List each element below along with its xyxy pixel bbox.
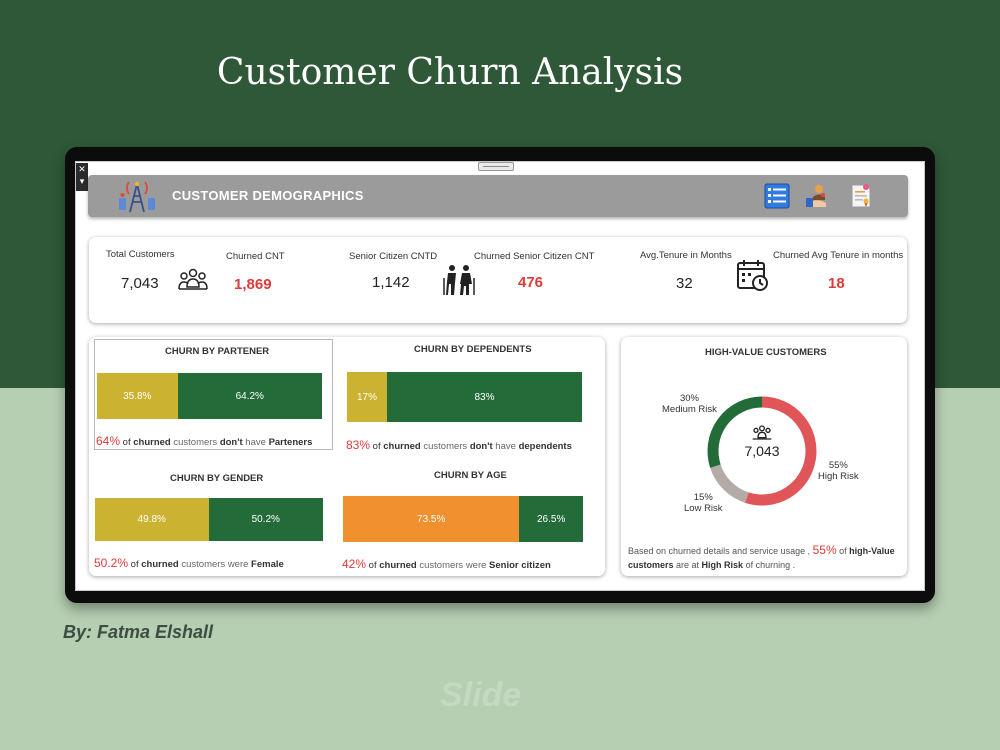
kpi-card	[89, 237, 907, 323]
list-report-icon[interactable]	[764, 183, 790, 209]
churned-avg-tenure-value: 18	[828, 275, 845, 292]
donut-segment-high-risk[interactable]	[745, 396, 817, 506]
calendar-clock-icon	[737, 260, 768, 291]
partner-bar-yes[interactable]: 35.8%	[97, 373, 178, 419]
close-icon[interactable]: ✕	[78, 164, 86, 174]
medium-risk-label: 30% Medium Risk	[662, 393, 717, 415]
partner-bar-yes-label: 35.8%	[123, 390, 152, 402]
low-risk-label: 15% Low Risk	[684, 492, 723, 514]
age-chart-title: CHURN BY AGE	[434, 470, 507, 481]
partner-note: 64% of churned customers don't have Part…	[96, 434, 313, 448]
gender-bar-female[interactable]: 49.8%	[95, 498, 209, 541]
high-value-title: HIGH-VALUE CUSTOMERS	[705, 347, 827, 358]
avg-tenure-value: 32	[676, 275, 693, 292]
gender-bar-male-label: 50.2%	[251, 514, 280, 525]
age-bar-over-50[interactable]: 26.5%	[519, 496, 583, 542]
partner-chart-title: CHURN BY PARTENER	[165, 346, 270, 357]
header-title: CUSTOMER DEMOGRAPHICS	[172, 188, 364, 203]
dependents-bar-no-label: 83%	[474, 391, 495, 403]
senior-citizen-label: Senior Citizen CNTD	[349, 251, 438, 262]
senior-citizen-value: 1,142	[372, 274, 410, 291]
dependents-bar-no[interactable]: 83%	[386, 372, 582, 422]
page-title: Customer Churn Analysis	[216, 52, 684, 93]
close-control[interactable]: ✕ ▾	[76, 163, 88, 191]
avg-tenure-label: Avg.Tenure in Months	[640, 250, 732, 261]
partner-bar-no[interactable]: 64.2%	[177, 373, 322, 419]
churned-count-label: Churned CNT	[226, 251, 285, 262]
churned-senior-label: Churned Senior Citizen CNT	[474, 251, 595, 262]
gender-bar-male[interactable]: 50.2%	[208, 498, 323, 541]
total-customers-value: 7,043	[121, 275, 159, 292]
certificate-document-icon[interactable]	[848, 183, 874, 209]
partner-bar-no-label: 64.2%	[235, 390, 264, 402]
donut-segment-medium-risk[interactable]	[707, 396, 763, 468]
menu-chevron-icon[interactable]: ▾	[79, 176, 85, 186]
people-group-icon	[178, 268, 208, 290]
gender-note: 50.2% of churned customers were Female	[94, 556, 284, 570]
elderly-couple-icon	[443, 265, 475, 295]
dependents-bar-yes[interactable]: 17%	[347, 372, 387, 422]
high-risk-label: 55% High Risk	[818, 460, 859, 482]
dependents-note: 83% of churned customers don't have depe…	[346, 438, 572, 452]
gender-bar-female-label: 49.8%	[137, 514, 166, 525]
resize-handle[interactable]	[478, 162, 514, 171]
age-bar-under-50-label: 73.5%	[417, 513, 446, 525]
dependents-bar-yes-label: 17%	[356, 391, 377, 403]
total-customers-label: Total Customers	[106, 249, 175, 260]
donut-center-people-icon	[752, 425, 772, 440]
high-value-donut[interactable]	[706, 395, 818, 507]
high-value-note: Based on churned details and service usa…	[628, 543, 895, 570]
gender-chart-title: CHURN BY GENDER	[170, 473, 264, 484]
author-credit: By: Fatma Elshall	[63, 622, 214, 642]
customer-service-icon[interactable]	[804, 183, 830, 209]
dependents-chart-title: CHURN BY DEPENDENTS	[414, 344, 532, 355]
churned-senior-value: 476	[518, 274, 544, 291]
age-note: 42% of churned customers were Senior cit…	[342, 557, 551, 571]
watermark: Slide	[440, 676, 522, 714]
churned-avg-tenure-label: Churned Avg Tenure in months	[773, 250, 904, 261]
age-bar-under-50[interactable]: 73.5%	[343, 496, 520, 542]
age-bar-over-50-label: 26.5%	[537, 513, 566, 525]
churned-count-value: 1,869	[234, 276, 272, 293]
high-value-card	[621, 337, 907, 576]
donut-segment-low-risk[interactable]	[710, 464, 749, 503]
partner-chart-selection	[94, 339, 333, 450]
telecom-tower-icon	[119, 181, 155, 213]
donut-center-value: 7,043	[744, 443, 780, 459]
